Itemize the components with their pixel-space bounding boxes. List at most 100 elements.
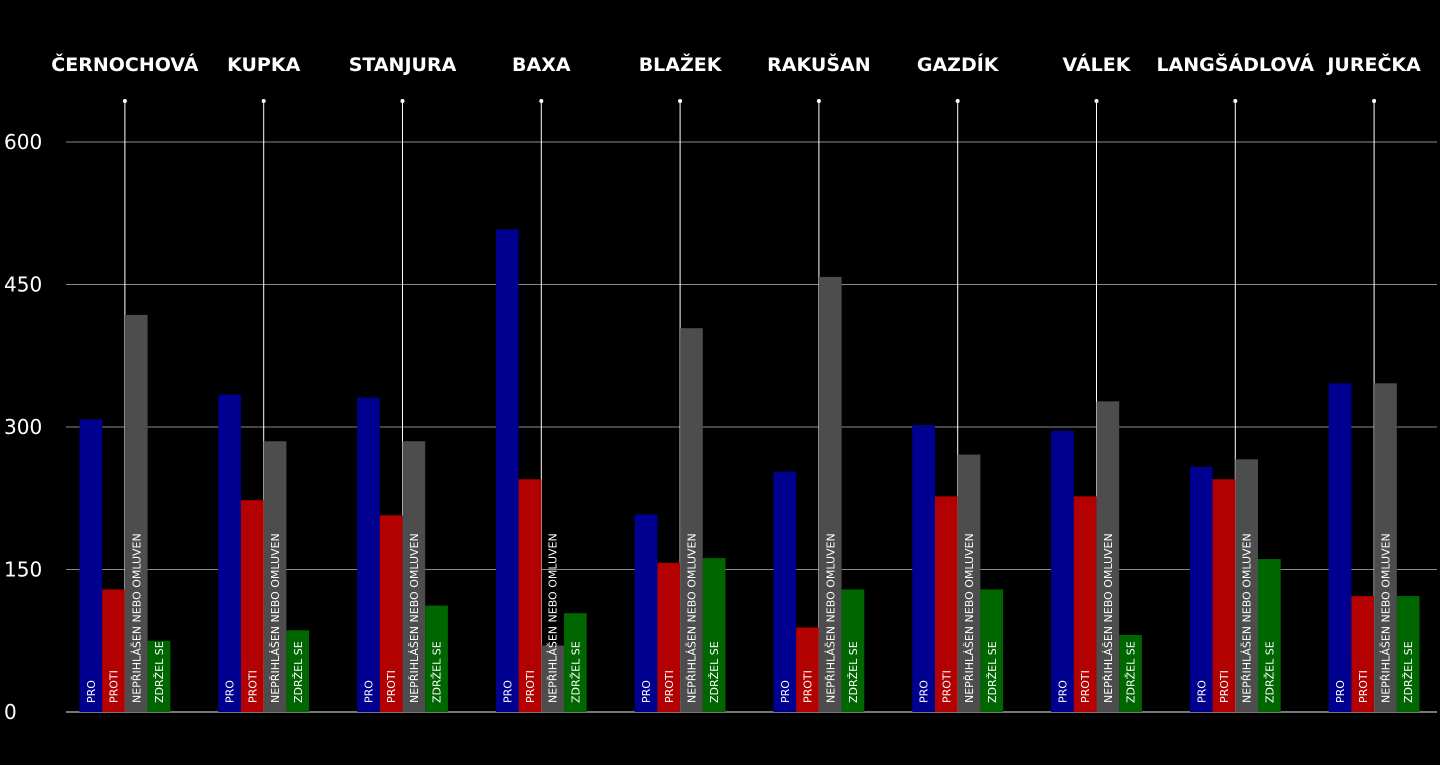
bar: [1235, 459, 1258, 712]
bar: [541, 645, 564, 712]
bar: [518, 479, 542, 712]
bar-label: PRO: [362, 680, 375, 703]
bar-label: PRO: [85, 680, 98, 703]
category-label: STANJURA: [349, 54, 457, 76]
bar: [935, 496, 958, 712]
category-label: JUREČKA: [1325, 52, 1421, 76]
bar-label: PROTI: [802, 670, 815, 703]
y-tick-label: 600: [4, 130, 42, 154]
bar-label: PRO: [779, 680, 792, 703]
bar-label: ZDRŽEL SE: [1125, 641, 1138, 703]
category-label: GAZDÍK: [917, 53, 1000, 76]
y-tick-label: 150: [4, 558, 42, 582]
bar: [1051, 430, 1074, 712]
bar-label: PRO: [224, 680, 237, 703]
bar: [241, 500, 264, 712]
bar-label: NEPŘIHLÁŠEN NEBO OMLUVEN: [130, 533, 143, 703]
y-tick-label: 0: [4, 700, 17, 724]
bar: [286, 630, 310, 712]
bar: [495, 229, 519, 712]
bar-label: ZDRŽEL SE: [708, 641, 721, 703]
bar: [1396, 596, 1420, 712]
leader-dot: [122, 99, 127, 103]
bar: [218, 394, 241, 712]
bar: [402, 441, 426, 712]
category-label: ČERNOCHOVÁ: [51, 52, 199, 76]
leader-dot: [1094, 99, 1099, 103]
leader-dot: [539, 99, 544, 103]
bar: [425, 605, 448, 712]
bar-label: PROTI: [1357, 670, 1370, 703]
bar: [634, 514, 658, 712]
bar: [379, 515, 403, 712]
bar-label: NEPŘIHLÁŠEN NEBO OMLUVEN: [547, 533, 560, 703]
bar: [912, 425, 935, 712]
bar-label: PROTI: [940, 670, 953, 703]
bar: [1258, 559, 1281, 712]
category-label: RAKUŠAN: [767, 52, 870, 76]
bar-label: PRO: [1056, 680, 1069, 703]
bar-label: NEPŘIHLÁŠEN NEBO OMLUVEN: [1102, 533, 1115, 703]
bar: [702, 558, 726, 712]
bar-label: PRO: [501, 680, 514, 703]
bar-label: PROTI: [524, 670, 537, 703]
bar: [102, 589, 125, 712]
bar-label: PROTI: [108, 670, 121, 703]
bar-label: PROTI: [385, 670, 398, 703]
bar-layer: [79, 229, 1420, 712]
bar: [1374, 383, 1397, 712]
bar: [79, 419, 103, 712]
bar-label: NEPŘIHLÁŠEN NEBO OMLUVEN: [1379, 533, 1392, 703]
leader-layer: [122, 99, 1377, 712]
y-tick-label: 300: [4, 415, 42, 439]
bar-label: ZDRŽEL SE: [1263, 641, 1276, 703]
bar: [147, 640, 171, 712]
category-label: LANGŠÁDLOVÁ: [1156, 52, 1314, 76]
bar-label: PROTI: [1079, 670, 1092, 703]
bar: [124, 314, 148, 712]
bar: [564, 613, 587, 712]
bar: [1119, 635, 1142, 712]
bar: [818, 276, 842, 712]
bar: [1351, 596, 1375, 712]
bar-label: ZDRŽEL SE: [153, 641, 166, 703]
bar-label: NEPŘIHLÁŠEN NEBO OMLUVEN: [408, 533, 421, 703]
category-label: KUPKA: [227, 54, 300, 76]
bar: [1096, 401, 1120, 712]
bar-label: NEPŘIHLÁŠEN NEBO OMLUVEN: [963, 533, 976, 703]
bar: [841, 589, 865, 712]
bar-label: PRO: [1334, 680, 1347, 703]
leader-dot: [1233, 99, 1238, 103]
y-tick-label: 450: [4, 273, 42, 297]
bar: [980, 589, 1004, 712]
leader-dot: [261, 99, 266, 103]
bar: [1073, 496, 1097, 712]
bar-label: ZDRŽEL SE: [986, 641, 999, 703]
bar-label: NEPŘIHLÁŠEN NEBO OMLUVEN: [685, 533, 698, 703]
category-label: VÁLEK: [1063, 53, 1132, 76]
bar-label: PRO: [640, 680, 653, 703]
bar: [1328, 383, 1352, 712]
label-layer: 0 150 300 450 600 ČERNOCHOVÁ PRO PROTI NEPŘIHLÁŠ…: [4, 52, 1421, 724]
category-label: BAXA: [512, 54, 571, 76]
bar-label: ZDRŽEL SE: [431, 641, 444, 703]
bar-label: ZDRŽEL SE: [569, 641, 582, 703]
bar-label: NEPŘIHLÁŠEN NEBO OMLUVEN: [1241, 533, 1254, 703]
leader-dot: [816, 99, 821, 103]
bar: [773, 471, 797, 712]
bar: [263, 441, 287, 712]
leader-dot: [955, 99, 960, 103]
bar-label: NEPŘIHLÁŠEN NEBO OMLUVEN: [824, 533, 837, 703]
bar-label: PROTI: [246, 670, 259, 703]
bar: [1189, 466, 1213, 712]
bar: [957, 454, 981, 712]
bar: [657, 562, 681, 712]
bar-label: PRO: [918, 680, 931, 703]
bar: [1212, 479, 1236, 712]
bar: [680, 328, 703, 712]
leader-dot: [1372, 99, 1377, 103]
bar-label: NEPŘIHLÁŠEN NEBO OMLUVEN: [269, 533, 282, 703]
bar: [357, 397, 380, 712]
leader-dot: [678, 99, 683, 103]
